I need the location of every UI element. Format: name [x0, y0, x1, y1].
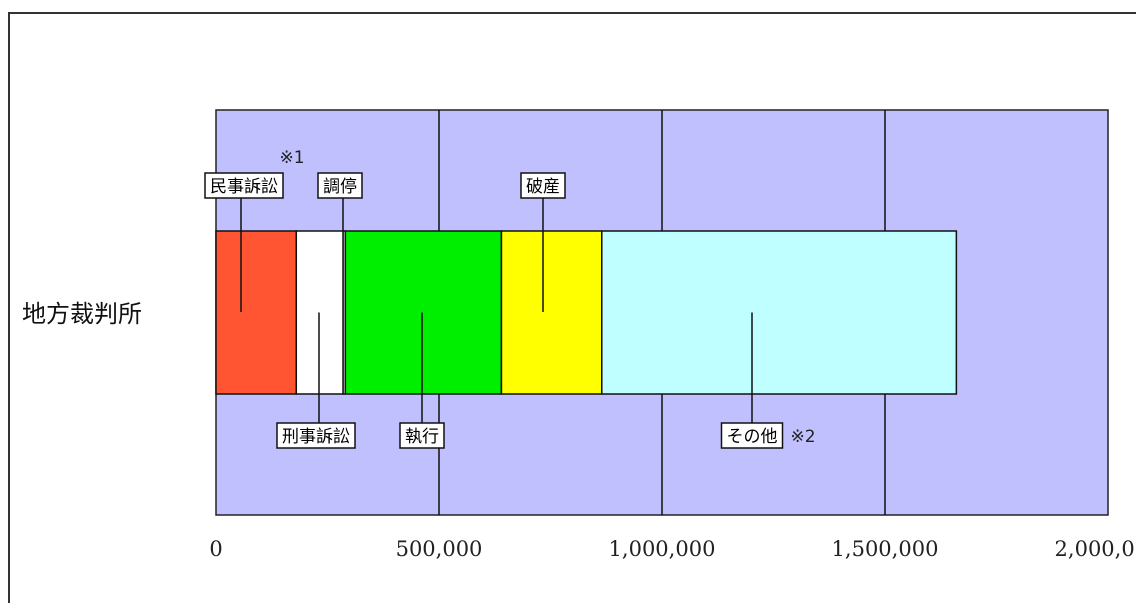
label-leader-lines — [240, 198, 753, 423]
bar-segment — [215, 230, 298, 395]
bar-segment — [344, 230, 503, 395]
x-tick-label: 1,500,000 — [832, 537, 939, 561]
x-tick-label: 500,000 — [396, 537, 483, 561]
chart-frame — [8, 12, 1136, 603]
footnote-mark: ※2 — [791, 427, 816, 447]
x-tick-label: 2,000,000 — [1055, 537, 1136, 561]
segment-label: その他 — [727, 427, 778, 447]
segment-label: 破産 — [526, 177, 560, 197]
segment-label-box — [720, 422, 784, 449]
category-label: 地方裁判所 — [22, 300, 142, 328]
segment-label: 民事訴訟 — [210, 177, 278, 197]
footnote-mark: ※1 — [279, 148, 304, 168]
segment-label-box — [204, 172, 284, 199]
x-tick-label: 1,000,000 — [609, 537, 716, 561]
bar-segment — [601, 230, 958, 395]
segment-label-box — [276, 422, 356, 449]
segment-label-box — [520, 172, 566, 199]
segment-label-box — [399, 422, 445, 449]
x-tick-label: 0 — [209, 537, 222, 561]
segment-label: 調停 — [323, 177, 357, 197]
segment-label-box — [317, 172, 363, 199]
bar-segment — [500, 230, 603, 395]
segment-label: 執行 — [405, 427, 439, 447]
segment-label: 刑事訴訟 — [282, 427, 350, 447]
bar-segments — [215, 230, 958, 395]
x-axis-tick-labels: 0 500,000 1,000,000 1,500,000 2,000,000 — [209, 537, 1136, 561]
